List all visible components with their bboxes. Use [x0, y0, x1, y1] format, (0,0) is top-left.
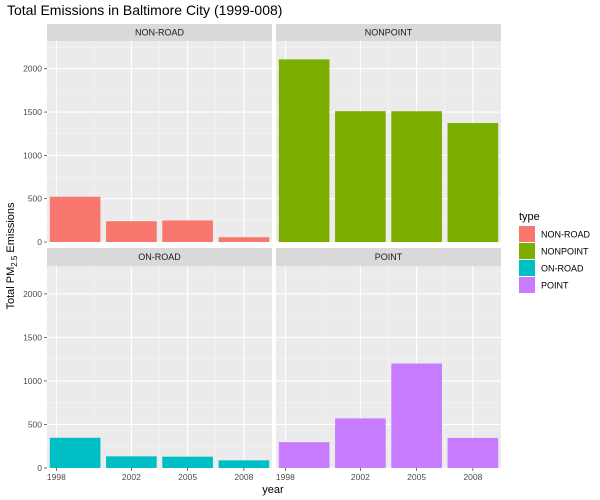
y-tick-label: 0: [37, 237, 42, 247]
x-tick-label: 2008: [463, 472, 482, 482]
facet-strip-label: POINT: [375, 252, 403, 262]
bar: [106, 456, 157, 468]
bar: [162, 220, 213, 242]
x-tick-label: 2002: [351, 472, 370, 482]
y-tick-label: 2000: [23, 289, 42, 299]
facet-strip-label: NONPOINT: [365, 28, 413, 38]
panel-non-road: NON-ROAD 0 500 1000 1500 2000: [23, 24, 272, 247]
facet-strip: [276, 248, 501, 266]
y-tick-label: 1500: [23, 107, 42, 117]
bar: [218, 460, 270, 468]
legend-title: type: [519, 211, 540, 223]
bar: [162, 456, 213, 468]
y-tick-label: 2000: [23, 64, 42, 74]
bar: [391, 363, 442, 468]
bar: [335, 418, 386, 468]
legend-key: [519, 260, 535, 276]
bar: [278, 59, 330, 242]
legend-items: NON-ROAD NONPOINT ON-ROAD POINT: [519, 226, 590, 293]
legend-item-non-road: NON-ROAD: [519, 226, 590, 242]
bar: [391, 111, 442, 242]
facet-strip: [47, 248, 272, 266]
bar: [447, 437, 499, 468]
y-tick-label: 1000: [23, 376, 42, 386]
x-axis-title: year: [262, 484, 284, 496]
bar: [49, 196, 101, 242]
x-tick-label: 2002: [122, 472, 141, 482]
facet-strip: [276, 24, 501, 41]
legend-item-nonpoint: NONPOINT: [519, 243, 589, 259]
y-axis-title: Total PM2.5 Emissions: [5, 202, 19, 310]
facet-panels: NON-ROAD 0 500 1000 1500 2000 NONPOINT ON-ROAD 0…: [23, 24, 501, 482]
legend-item-point: POINT: [519, 277, 569, 293]
legend-label: ON-ROAD: [541, 264, 584, 274]
bar: [49, 437, 101, 468]
x-tick-label: 2008: [234, 472, 253, 482]
legend-key: [519, 277, 535, 293]
legend-label: NON-ROAD: [541, 230, 590, 240]
y-tick-label: 0: [37, 463, 42, 473]
x-tick-label: 1998: [276, 472, 295, 482]
facet-strip-label: NON-ROAD: [135, 28, 184, 38]
bar: [106, 221, 157, 242]
y-axis-title-prefix: Total PM: [5, 267, 17, 310]
y-tick-label: 500: [28, 194, 42, 204]
panel-point: POINT 1998 2002 2005 2008: [276, 248, 501, 482]
facet-strip: [47, 24, 272, 41]
panel-nonpoint: NONPOINT: [276, 24, 501, 243]
bar: [218, 237, 270, 242]
y-tick-label: 1500: [23, 332, 42, 342]
chart-title: Total Emissions in Baltimore City (1999-…: [7, 2, 282, 18]
y-axis-title-subscript: 2.5: [10, 255, 19, 267]
y-tick-label: 500: [28, 419, 42, 429]
y-tick-label: 1000: [23, 150, 42, 160]
panel-on-road: ON-ROAD 0 500 1000 1500 2000 1998 2002 2005 2008: [23, 248, 272, 482]
bar: [447, 123, 499, 242]
bar: [278, 442, 330, 468]
bar: [335, 111, 386, 242]
legend-item-on-road: ON-ROAD: [519, 260, 584, 276]
x-tick-label: 1998: [47, 472, 66, 482]
legend: type NON-ROAD NONPOINT ON-ROAD POINT: [519, 211, 590, 293]
y-axis-title-suffix: Emissions: [5, 202, 17, 256]
x-tick-label: 2005: [407, 472, 426, 482]
legend-key: [519, 243, 535, 259]
facet-strip-label: ON-ROAD: [138, 252, 181, 262]
legend-label: NONPOINT: [541, 247, 589, 257]
legend-label: POINT: [541, 281, 569, 291]
legend-key: [519, 226, 535, 242]
x-tick-label: 2005: [178, 472, 197, 482]
